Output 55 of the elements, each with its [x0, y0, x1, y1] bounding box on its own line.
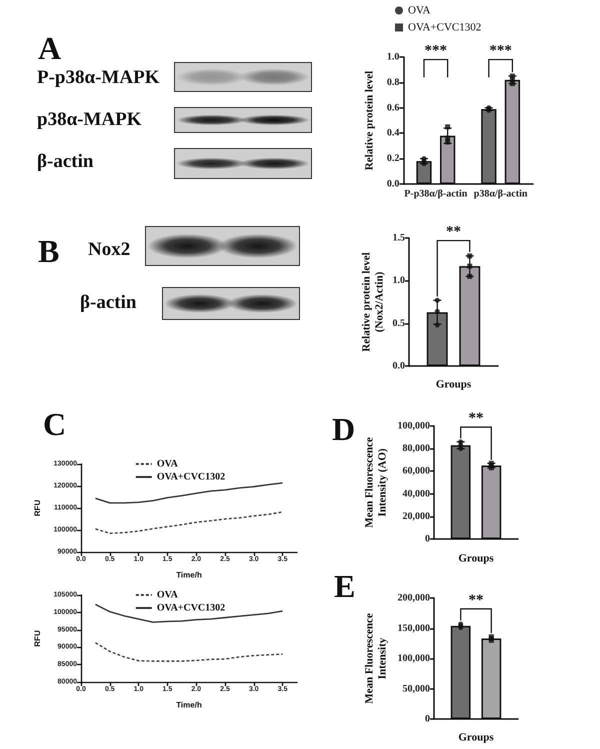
- annotation: **: [468, 410, 484, 427]
- y-tick-label: 100,000: [398, 653, 430, 664]
- annotation: **: [446, 224, 461, 240]
- y-tick-label: 0: [425, 714, 430, 724]
- chart-title: E: [334, 568, 356, 604]
- text: A: [38, 30, 62, 66]
- y-axis-title: Mean Fluorescence Intensity: [364, 613, 388, 704]
- annotation: **: [468, 592, 484, 608]
- legend-label: OVA+CVC1302: [408, 22, 482, 34]
- text: β-actin: [37, 151, 94, 173]
- y-tick-label: 0.8: [386, 76, 400, 88]
- y-axis-title: RFU: [33, 500, 42, 516]
- y-axis-title: Relative protein level (Nox2/Actin): [360, 252, 386, 352]
- legend-label: OVA: [156, 590, 179, 600]
- annotation: ***: [424, 43, 448, 60]
- x-axis-title: Time/h: [176, 700, 202, 710]
- text: β-actin: [80, 292, 136, 314]
- text: P-p38α-MAPK: [37, 67, 160, 89]
- y-tick-label: 20,000: [402, 510, 430, 522]
- text: p38α-MAPK: [37, 109, 142, 131]
- y-axis-title: Relative protein level: [364, 70, 376, 170]
- x-axis-title: Groups: [458, 552, 494, 564]
- y-tick-label: 50,000: [402, 683, 430, 694]
- y-tick-label: 0.6: [386, 102, 400, 114]
- y-axis-title: Mean Fluorescence Intensity (AO): [364, 437, 388, 528]
- x-tick-label: P-p38α/β-actin: [404, 188, 468, 200]
- y-tick-label: 40,000: [402, 488, 430, 500]
- y-tick-label: 200,000: [398, 592, 430, 604]
- y-tick-label: 80,000: [402, 443, 430, 454]
- y-tick-label: 0: [425, 534, 430, 544]
- y-tick-label: 0.5: [392, 318, 405, 329]
- legend-label: OVA: [408, 4, 430, 16]
- annotation: ***: [489, 43, 512, 60]
- x-axis-title: Groups: [436, 378, 472, 390]
- legend-label: OVA+CVC1302: [156, 602, 226, 614]
- y-tick-label: 1.5: [392, 232, 405, 244]
- y-tick-label: 150,000: [398, 622, 430, 634]
- chart-title: D: [332, 411, 356, 447]
- y-axis-title: RFU: [33, 630, 42, 647]
- y-tick-label: 100,000: [398, 420, 430, 432]
- y-tick-label: 0.0: [392, 360, 405, 372]
- text: B: [38, 233, 60, 269]
- y-tick-label: 1.0: [392, 275, 405, 286]
- x-tick-label: p38α/β-actin: [474, 188, 528, 200]
- chart-title: C: [43, 406, 66, 442]
- y-tick-label: 60,000: [402, 466, 430, 477]
- x-axis-title: Time/h: [176, 570, 202, 580]
- x-axis-title: Groups: [458, 732, 494, 744]
- text: Nox2: [88, 239, 130, 261]
- y-tick-label: 1.0: [386, 52, 400, 62]
- legend-label: OVA: [156, 458, 179, 470]
- y-tick-label: 0.0: [386, 178, 400, 190]
- y-tick-label: 0.2: [386, 153, 400, 164]
- y-tick-label: 0.4: [386, 128, 400, 139]
- legend-label: OVA+CVC1302: [156, 472, 226, 482]
